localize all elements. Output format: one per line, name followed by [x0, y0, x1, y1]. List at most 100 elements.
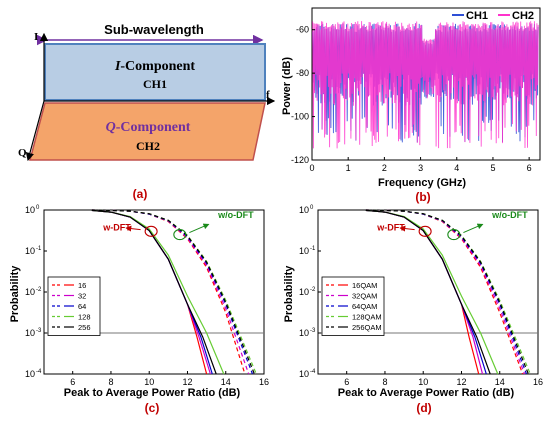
d-ytick-exponent: -1	[310, 246, 316, 252]
c-xtick-label: 12	[182, 377, 192, 387]
c-ytick-label: 10	[25, 328, 35, 338]
c-wdft-arrow	[125, 225, 141, 232]
c-ytick-label: 10	[25, 246, 35, 256]
d-ytick-exponent: -2	[310, 287, 316, 293]
c-wdft-ellipse	[144, 225, 158, 237]
i-component-box	[44, 43, 266, 101]
d-legend-label-16qam: 16QAM	[352, 281, 377, 290]
b-series-ch2	[312, 21, 539, 149]
i-axis-label: I	[34, 31, 38, 43]
c-ytick-exponent: 0	[36, 205, 40, 211]
d-legend-label-256qam: 256QAM	[352, 323, 382, 332]
d-xtick-label: 12	[456, 377, 466, 387]
b-ytick-label: -80	[296, 68, 309, 78]
b-xtick-label: 0	[309, 163, 314, 173]
b-ytick-label: -120	[291, 155, 309, 165]
d-wdft-curve-256qam	[365, 209, 491, 375]
q-channel-label: CH2	[136, 139, 160, 153]
d-xlabel: Peak to Average Power Ratio (dB)	[338, 387, 515, 399]
d-wodft-curve-256qam	[365, 209, 529, 375]
panel-label-c: (c)	[145, 401, 160, 415]
d-wodft-ellipse	[447, 229, 461, 241]
d-xtick-label: 6	[344, 377, 349, 387]
c-ytick-label: 10	[25, 287, 35, 297]
d-xtick-label: 14	[495, 377, 505, 387]
c-wodft-curve-256	[91, 209, 255, 375]
c-xtick-label: 16	[259, 377, 269, 387]
c-ytick-exponent: -4	[36, 369, 42, 375]
b-ytick-label: -100	[291, 112, 309, 122]
c-ytick-exponent: -1	[36, 246, 42, 252]
sub-wavelength-title: Sub-wavelength	[104, 22, 204, 37]
c-legend-label-128: 128	[78, 313, 91, 322]
c-xtick-label: 14	[221, 377, 231, 387]
d-ytick-label: 10	[299, 205, 309, 215]
d-legend-label-64qam: 64QAM	[352, 302, 377, 311]
panel-label-a: (a)	[133, 187, 148, 201]
q-component-suffix: -Component	[116, 120, 191, 135]
panel-label-b: (b)	[415, 190, 430, 204]
c-xtick-label: 6	[70, 377, 75, 387]
q-axis-line	[25, 100, 45, 162]
d-ytick-label: 10	[299, 328, 309, 338]
c-wodft-ellipse	[173, 229, 187, 241]
b-xtick-label: 3	[418, 163, 423, 173]
b-legend-label-ch2: CH2	[512, 10, 534, 22]
d-ytick-exponent: -4	[310, 369, 316, 375]
q-component-box	[29, 102, 266, 161]
d-ytick-exponent: -3	[310, 328, 316, 334]
b-ylabel: Power (dB)	[281, 57, 293, 115]
d-xtick-label: 16	[533, 377, 543, 387]
d-wodft-arrow	[463, 223, 484, 234]
d-wodft-annotation: w/o-DFT	[491, 210, 528, 220]
c-legend-label-16: 16	[78, 281, 86, 290]
b-ytick-label: -60	[296, 25, 309, 35]
c-ytick-exponent: -2	[36, 287, 42, 293]
c-wdft-curve-256	[91, 209, 217, 375]
q-component-prefix: Q	[106, 120, 116, 135]
c-legend-label-64: 64	[78, 302, 86, 311]
c-wodft-arrow	[189, 223, 210, 234]
c-ytick-label: 10	[25, 205, 35, 215]
i-channel-label: CH1	[143, 77, 167, 91]
c-wodft-annotation: w/o-DFT	[217, 210, 254, 220]
b-xlabel: Frequency (GHz)	[378, 177, 466, 189]
d-xtick-label: 10	[418, 377, 428, 387]
c-legend-label-32: 32	[78, 292, 86, 301]
d-wdft-arrow	[399, 225, 415, 232]
c-wdft-annotation: w-DFT	[102, 223, 131, 233]
i-component-suffix: -Component	[120, 59, 195, 74]
c-xtick-label: 8	[108, 377, 113, 387]
b-xtick-label: 4	[454, 163, 459, 173]
c-xlabel: Peak to Average Power Ratio (dB)	[64, 387, 241, 399]
c-ytick-label: 10	[25, 369, 35, 379]
q-component-label: Q-Component	[106, 120, 191, 135]
d-legend-label-128qam: 128QAM	[352, 313, 382, 322]
b-xtick-label: 6	[527, 163, 532, 173]
d-ytick-exponent: 0	[310, 205, 314, 211]
d-xtick-label: 8	[382, 377, 387, 387]
b-plot-area: 0 1 2 3 4 5 6 -60 -80 -100 -120 CH1 CH2	[291, 7, 541, 173]
d-ytick-label: 10	[299, 287, 309, 297]
b-xtick-label: 2	[382, 163, 387, 173]
d-ylabel: Probability	[283, 265, 295, 323]
c-xtick-label: 10	[144, 377, 154, 387]
d-ytick-label: 10	[299, 369, 309, 379]
b-xtick-label: 5	[490, 163, 495, 173]
panel-b-spectrum: 0 1 2 3 4 5 6 -60 -80 -100 -120 CH1 CH2 Power (dB) F…	[281, 7, 541, 204]
d-wdft-annotation: w-DFT	[376, 223, 405, 233]
i-component-prefix: I	[114, 59, 121, 74]
c-ytick-exponent: -3	[36, 328, 42, 334]
b-legend-label-ch1: CH1	[466, 10, 488, 22]
f-axis-label: f	[266, 89, 270, 101]
c-legend-label-256: 256	[78, 323, 91, 332]
c-ylabel: Probability	[9, 265, 21, 323]
b-xtick-label: 1	[346, 163, 351, 173]
